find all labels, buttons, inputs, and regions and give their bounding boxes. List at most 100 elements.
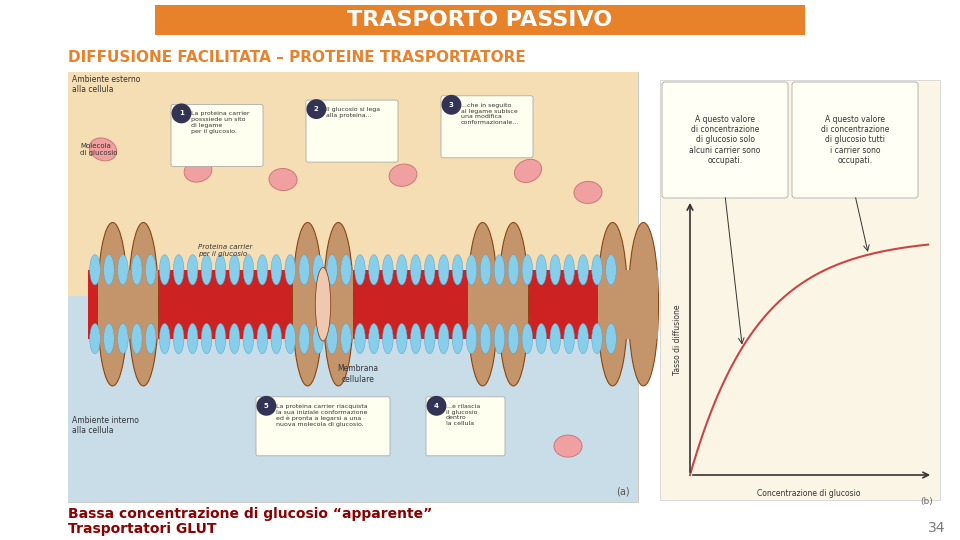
Text: Proteina carrier
per il glucosio: Proteina carrier per il glucosio [198,244,252,257]
Ellipse shape [215,323,226,354]
Ellipse shape [229,255,240,285]
Bar [98,270,158,339]
Ellipse shape [132,255,142,285]
Ellipse shape [522,323,533,354]
Ellipse shape [89,323,100,354]
Text: 34: 34 [927,521,945,535]
FancyBboxPatch shape [256,397,390,456]
Ellipse shape [326,323,337,354]
Ellipse shape [326,255,337,285]
Text: DIFFUSIONE FACILITATA – PROTEINE TRASPORTATORE: DIFFUSIONE FACILITATA – PROTEINE TRASPOR… [68,50,526,65]
Ellipse shape [452,323,463,354]
Text: ...e rilascia
il glucosio
dentro
la cellula: ...e rilascia il glucosio dentro la cell… [446,404,480,426]
Ellipse shape [606,255,616,285]
Bar [468,270,528,339]
Bar [88,270,618,339]
Ellipse shape [578,323,588,354]
Ellipse shape [439,255,449,285]
Ellipse shape [159,323,170,354]
Ellipse shape [89,255,100,285]
Ellipse shape [271,323,281,354]
Text: TRASPORTO PASSIVO: TRASPORTO PASSIVO [348,10,612,30]
Text: Trasportatori GLUT: Trasportatori GLUT [68,522,217,536]
Ellipse shape [104,255,114,285]
Ellipse shape [550,323,561,354]
Ellipse shape [494,323,505,354]
Ellipse shape [184,160,212,182]
Ellipse shape [550,255,561,285]
Ellipse shape [597,222,628,386]
Ellipse shape [313,255,324,285]
Ellipse shape [564,323,574,354]
FancyBboxPatch shape [792,82,918,198]
Ellipse shape [146,255,156,285]
FancyBboxPatch shape [441,96,533,158]
Ellipse shape [354,323,365,354]
Ellipse shape [468,222,497,386]
Ellipse shape [104,323,114,354]
Bar [68,72,638,295]
Text: (b): (b) [921,497,933,506]
Ellipse shape [494,255,505,285]
Ellipse shape [98,222,128,386]
Ellipse shape [498,222,529,386]
Ellipse shape [117,323,129,354]
Ellipse shape [269,168,297,191]
Text: 4: 4 [434,403,439,409]
Text: (a): (a) [616,486,630,496]
Text: ...che in seguito
al legame subisce
una modifica
conformazionale...: ...che in seguito al legame subisce una … [461,103,519,125]
Ellipse shape [313,323,324,354]
Ellipse shape [508,255,518,285]
Ellipse shape [396,255,407,285]
Ellipse shape [285,323,296,354]
Ellipse shape [174,255,184,285]
Ellipse shape [480,255,491,285]
Ellipse shape [285,255,296,285]
Ellipse shape [578,255,588,285]
Text: Tasso di diffusione: Tasso di diffusione [674,305,683,375]
Ellipse shape [424,323,435,354]
Text: 3: 3 [449,102,454,108]
Text: La proteina carrier riacquista
la sua iniziale conformazione
ed è pronta a legar: La proteina carrier riacquista la sua in… [276,404,368,427]
Ellipse shape [132,323,142,354]
Text: Molecola
di glucosio: Molecola di glucosio [80,143,117,156]
Ellipse shape [480,323,491,354]
Ellipse shape [293,222,323,386]
Ellipse shape [174,323,184,354]
Ellipse shape [591,323,602,354]
Ellipse shape [117,255,129,285]
Ellipse shape [411,323,421,354]
Text: La proteina carrier
posssiede un sito
di legame
per il glucosio.: La proteina carrier posssiede un sito di… [191,111,250,134]
Text: Membrana
cellulare: Membrana cellulare [337,364,378,384]
Ellipse shape [243,255,253,285]
Ellipse shape [554,435,582,457]
Ellipse shape [628,222,659,386]
Bar [598,270,659,339]
Ellipse shape [146,323,156,354]
Ellipse shape [369,255,379,285]
Ellipse shape [389,164,417,186]
Ellipse shape [89,138,117,161]
Text: Il glucosio si lega
alla proteina...: Il glucosio si lega alla proteina... [326,107,380,118]
Text: A questo valore
di concentrazione
di glucosio tutti
i carrier sono
occupati.: A questo valore di concentrazione di glu… [821,114,889,165]
Ellipse shape [383,323,394,354]
FancyBboxPatch shape [171,104,263,166]
Ellipse shape [564,255,574,285]
Text: 2: 2 [314,106,319,112]
Ellipse shape [591,255,602,285]
Ellipse shape [187,255,198,285]
Ellipse shape [202,255,212,285]
Text: Ambiente esterno
alla cellula: Ambiente esterno alla cellula [72,75,140,94]
Text: Concentrazione di glucosio: Concentrazione di glucosio [757,489,861,498]
Ellipse shape [187,323,198,354]
Bar [155,5,805,35]
Ellipse shape [354,255,365,285]
Ellipse shape [467,255,477,285]
Ellipse shape [215,255,226,285]
Text: Ambiente interno
alla cellula: Ambiente interno alla cellula [72,416,139,435]
Ellipse shape [341,323,351,354]
Ellipse shape [257,323,268,354]
Ellipse shape [467,323,477,354]
Ellipse shape [536,323,546,354]
Ellipse shape [229,323,240,354]
